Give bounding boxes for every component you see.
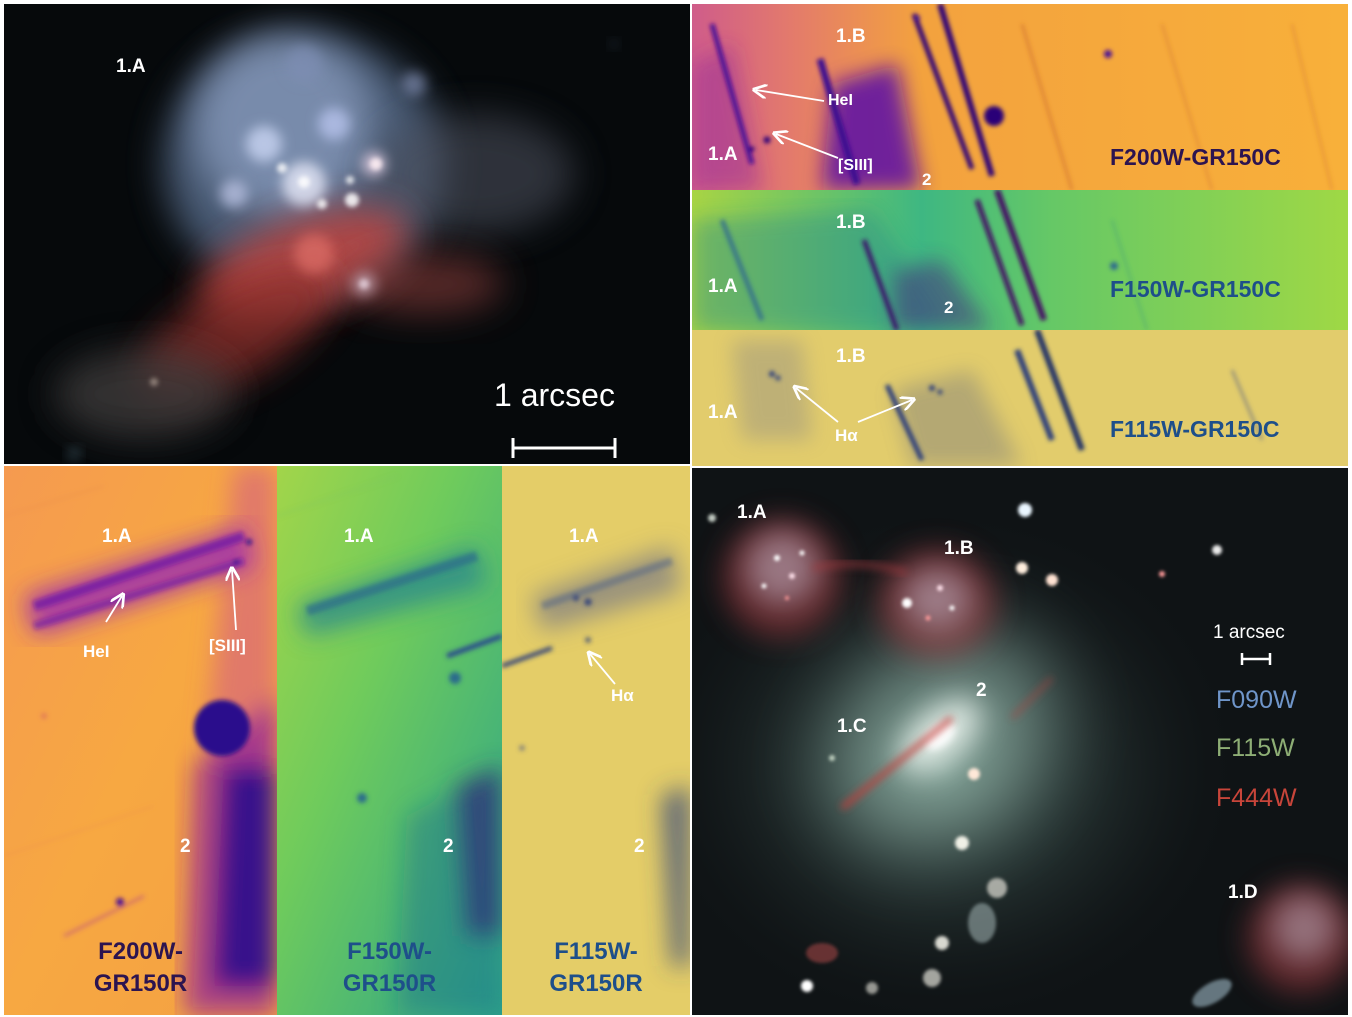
grism-c-f115w-image bbox=[692, 330, 1348, 466]
grism-r-f200w-image bbox=[4, 466, 277, 1015]
rgb-galaxy-panel: 1.A 1 arcsec bbox=[4, 4, 690, 464]
cluster-rgb-image bbox=[692, 468, 1348, 1015]
grism-c-f150w-panel: 1.B 1.A 2 F150W-GR150C bbox=[692, 190, 1348, 330]
grism-r-f115w-panel: 1.A Hα 2 F115W- GR150R bbox=[502, 466, 690, 1015]
grism-c-f150w-image bbox=[692, 190, 1348, 330]
grism-c-f115w-panel: 1.B 1.A Hα F115W-GR150C bbox=[692, 330, 1348, 466]
rgb-galaxy-image bbox=[4, 4, 690, 464]
grism-r-f200w-panel: 1.A HeI [SIII] 2 F200W- GR150R bbox=[4, 466, 277, 1015]
grism-r-f150w-image bbox=[277, 466, 502, 1015]
grism-c-f200w-image bbox=[692, 4, 1348, 190]
grism-c-f200w-panel: 1.B 1.A 2 HeI [SIII] F200W-GR150C bbox=[692, 4, 1348, 190]
grism-r-f115w-image bbox=[502, 466, 690, 1015]
cluster-rgb-panel: 1.A 1.B 1.C 2 1.D 1 arcsec F090W F115W F… bbox=[692, 468, 1348, 1015]
grism-r-f150w-panel: 1.A 2 F150W- GR150R bbox=[277, 466, 502, 1015]
